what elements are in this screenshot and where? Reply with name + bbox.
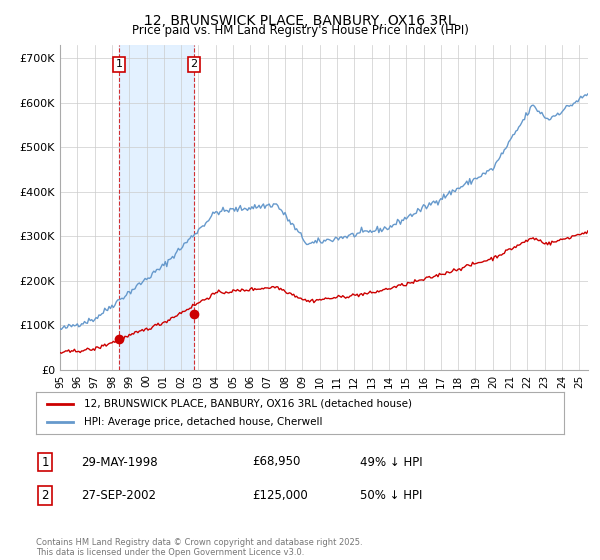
Text: 1: 1 [41,455,49,469]
Text: 27-SEP-2002: 27-SEP-2002 [81,489,156,502]
Text: 50% ↓ HPI: 50% ↓ HPI [360,489,422,502]
Text: Price paid vs. HM Land Registry's House Price Index (HPI): Price paid vs. HM Land Registry's House … [131,24,469,37]
Text: £68,950: £68,950 [252,455,301,469]
Text: 29-MAY-1998: 29-MAY-1998 [81,455,158,469]
Text: Contains HM Land Registry data © Crown copyright and database right 2025.
This d: Contains HM Land Registry data © Crown c… [36,538,362,557]
Text: £125,000: £125,000 [252,489,308,502]
Text: 2: 2 [190,59,197,69]
Text: 2: 2 [41,489,49,502]
Text: 1: 1 [116,59,122,69]
Text: 12, BRUNSWICK PLACE, BANBURY, OX16 3RL: 12, BRUNSWICK PLACE, BANBURY, OX16 3RL [144,14,456,28]
Text: 49% ↓ HPI: 49% ↓ HPI [360,455,422,469]
Text: HPI: Average price, detached house, Cherwell: HPI: Average price, detached house, Cher… [83,417,322,427]
Text: 12, BRUNSWICK PLACE, BANBURY, OX16 3RL (detached house): 12, BRUNSWICK PLACE, BANBURY, OX16 3RL (… [83,399,412,409]
Bar [119,45,194,370]
